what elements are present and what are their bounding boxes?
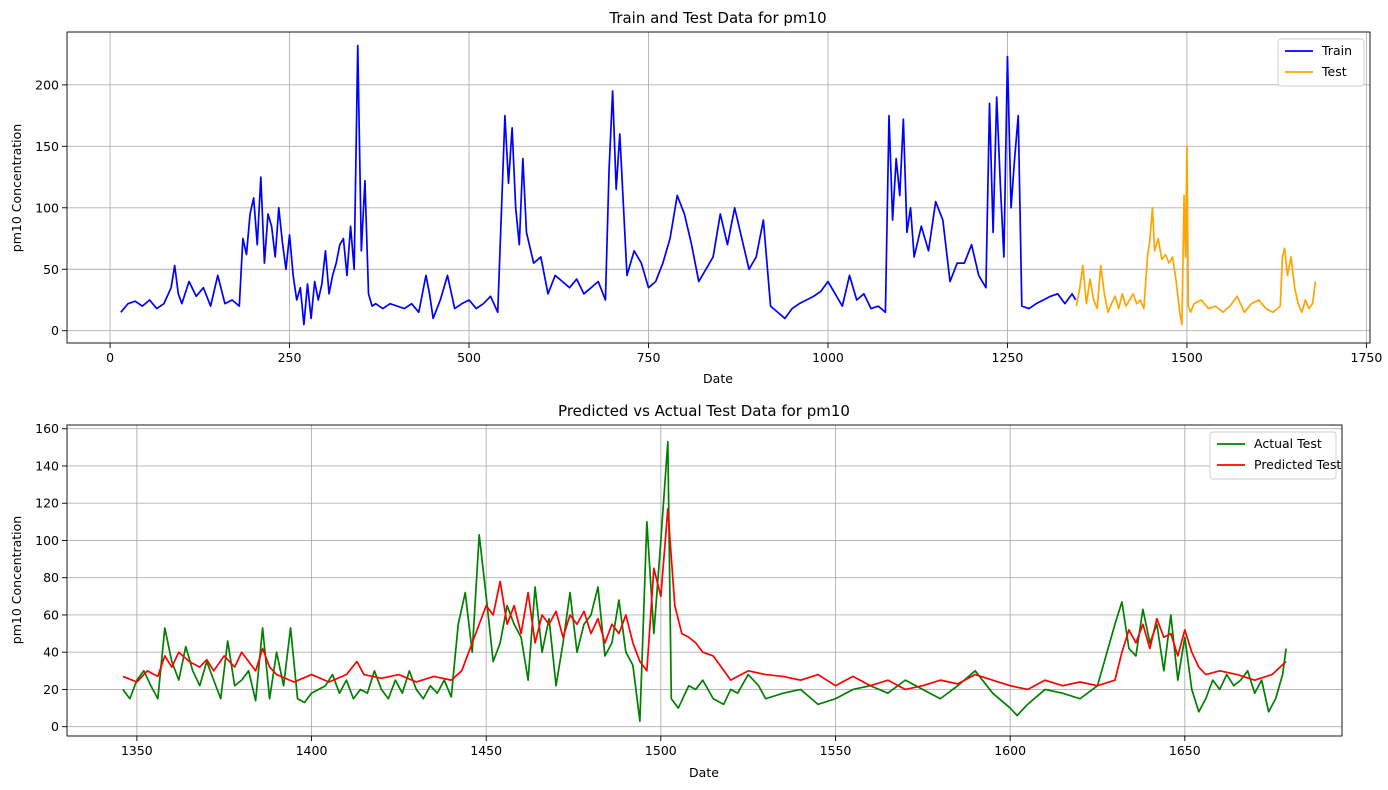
x-tick-label: 1650 (1169, 743, 1201, 758)
legend-label-train: Train (1321, 43, 1352, 58)
legend-bottom: Actual Test Predicted Test (1209, 431, 1341, 480)
y-tick-label: 140 (35, 458, 59, 473)
predicted-actual-chart: 1350 1400 1450 1500 1550 1600 1650 0 20 40 60 80 100… (9, 402, 1343, 780)
x-tick-label: 1250 (992, 350, 1024, 365)
y-axis-label: pm10 Concentration (9, 516, 24, 644)
grid-bottom (67, 425, 1342, 736)
series-line-predicted-test (122, 507, 1287, 691)
train-test-chart: 0 250 500 750 1000 1250 1500 1750 0 50 100 150 200 T… (9, 9, 1382, 386)
x-tick-label: 750 (637, 350, 661, 365)
x-tick-label: 1400 (296, 743, 328, 758)
legend-label-actual: Actual Test (1254, 436, 1322, 451)
y-tick-label: 200 (35, 77, 59, 92)
x-tick-label: 1450 (470, 743, 502, 758)
legend-top: Train Test (1277, 38, 1365, 87)
x-tick-label: 1000 (812, 350, 844, 365)
y-tick-label: 100 (35, 200, 59, 215)
y-tick-label: 20 (43, 682, 59, 697)
ticks-top: 0 250 500 750 1000 1250 1500 1750 0 50 100 150 200 (35, 77, 1382, 365)
x-tick-label: 1550 (820, 743, 852, 758)
plot-area-top (67, 32, 1370, 343)
y-tick-label: 100 (35, 533, 59, 548)
x-tick-label: 0 (106, 350, 114, 365)
series-line-actual-test (122, 440, 1287, 722)
x-axis-label: Date (703, 371, 733, 386)
y-tick-label: 160 (35, 421, 59, 436)
x-tick-label: 500 (457, 350, 481, 365)
y-tick-label: 40 (43, 645, 59, 660)
chart-title: Train and Test Data for pm10 (608, 9, 826, 27)
series-layer-top (120, 44, 1317, 326)
y-tick-label: 120 (35, 496, 59, 511)
x-tick-label: 1500 (1171, 350, 1203, 365)
x-tick-label: 1350 (121, 743, 153, 758)
y-tick-label: 50 (43, 262, 59, 277)
x-tick-label: 1500 (645, 743, 677, 758)
y-tick-label: 80 (43, 570, 59, 585)
series-layer-bottom (122, 440, 1287, 722)
chart-title: Predicted vs Actual Test Data for pm10 (558, 402, 850, 420)
legend-label-predicted: Predicted Test (1254, 457, 1341, 472)
y-axis-label: pm10 Concentration (9, 124, 24, 252)
ticks-bottom: 1350 1400 1450 1500 1550 1600 1650 0 20 40 60 80 100… (35, 421, 1201, 758)
x-tick-label: 250 (278, 350, 302, 365)
y-tick-label: 0 (51, 719, 59, 734)
y-tick-label: 60 (43, 607, 59, 622)
x-tick-label: 1750 (1351, 350, 1383, 365)
x-axis-label: Date (689, 765, 719, 780)
x-tick-label: 1600 (994, 743, 1026, 758)
axes-frame-bottom (66, 424, 1343, 737)
series-line-test (1075, 145, 1317, 326)
y-tick-label: 0 (51, 323, 59, 338)
legend-label-test: Test (1321, 64, 1347, 79)
series-line-train (120, 44, 1077, 326)
axes-frame-top (66, 31, 1371, 344)
y-tick-label: 150 (35, 139, 59, 154)
